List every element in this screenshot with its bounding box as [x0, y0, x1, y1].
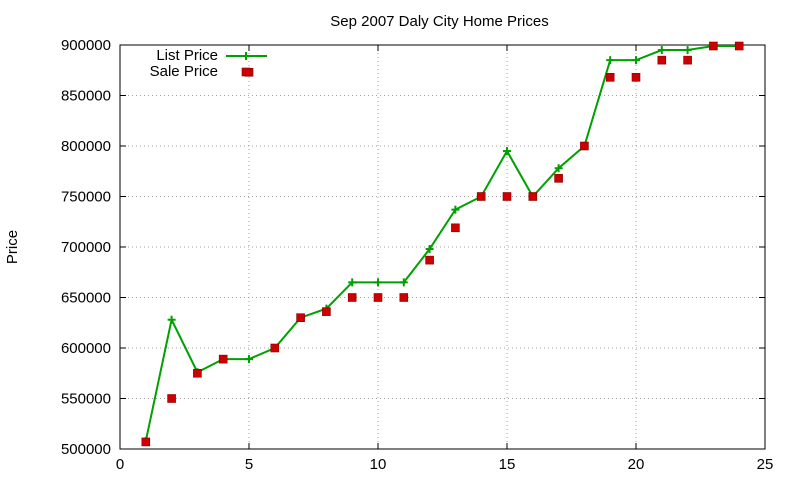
sale-price-point	[734, 41, 744, 51]
x-tick-label: 15	[499, 456, 516, 473]
x-tick-label: 5	[245, 456, 253, 473]
sale-price-point	[322, 307, 331, 316]
sale-price-point	[528, 192, 538, 201]
sale-price-point	[451, 223, 460, 233]
y-tick-label: 900000	[61, 37, 111, 54]
list-price-point	[554, 164, 563, 173]
list-price-point	[632, 56, 640, 65]
list-price-point	[425, 245, 434, 254]
legend-label-sale-price: Sale Price	[150, 63, 218, 80]
y-tick-label: 600000	[61, 340, 111, 357]
list-price-point	[683, 46, 692, 55]
list-price-point	[657, 46, 666, 55]
y-tick-label: 750000	[61, 189, 111, 206]
grid	[120, 45, 765, 449]
series	[141, 41, 744, 447]
legend: List Price Sale Price	[150, 47, 267, 80]
list-price-line	[144, 45, 740, 442]
legend-marker-sale-price	[241, 67, 251, 77]
y-tick-label: 500000	[61, 441, 111, 458]
list-price-point	[451, 205, 460, 214]
x-tick-label: 10	[370, 456, 387, 473]
sale-price-point	[399, 293, 409, 302]
chart-title: Sep 2007 Daly City Home Prices	[330, 13, 548, 30]
y-axis-label: Price	[4, 230, 21, 264]
sale-price-point	[373, 293, 383, 302]
sale-price-point	[657, 55, 667, 65]
sale-price-point	[709, 41, 718, 51]
y-tick-label: 700000	[61, 239, 111, 256]
sale-price-point	[476, 192, 486, 201]
list-price-point	[503, 147, 511, 156]
axis-ticks: 0 5 10 15 20 25 500000 550000 600000 650000 700000…	[61, 37, 773, 473]
sale-price-point	[631, 73, 641, 82]
sale-price-point	[193, 368, 202, 378]
sale-price-point	[683, 55, 692, 65]
sale-price-point	[270, 343, 280, 353]
sale-price-point	[502, 192, 512, 201]
y-tick-label: 800000	[61, 138, 111, 155]
y-tick-label: 550000	[61, 391, 111, 408]
sale-price-point	[425, 255, 434, 265]
legend-marker-list-price	[242, 52, 250, 60]
sale-price-point	[296, 313, 305, 323]
list-price-point	[606, 56, 615, 65]
legend-plus	[242, 52, 250, 60]
sale-price-point	[605, 73, 615, 82]
sale-price-point	[141, 437, 151, 447]
list-price-point	[245, 355, 253, 364]
list-price-point	[348, 278, 357, 287]
sale-price-point	[218, 354, 228, 364]
y-tick-label: 850000	[61, 88, 111, 105]
x-tick-label: 0	[116, 456, 124, 473]
sale-price-point	[554, 174, 563, 183]
x-tick-label: 25	[757, 456, 774, 473]
x-tick-label: 20	[628, 456, 645, 473]
list-price-point	[374, 278, 382, 287]
sale-price-point	[167, 394, 176, 403]
y-tick-label: 650000	[61, 290, 111, 307]
sale-price-point	[580, 141, 589, 151]
sale-price-point	[347, 293, 357, 302]
list-price-point	[167, 315, 176, 324]
legend-label-list-price: List Price	[156, 47, 218, 64]
list-price-point	[399, 278, 408, 287]
